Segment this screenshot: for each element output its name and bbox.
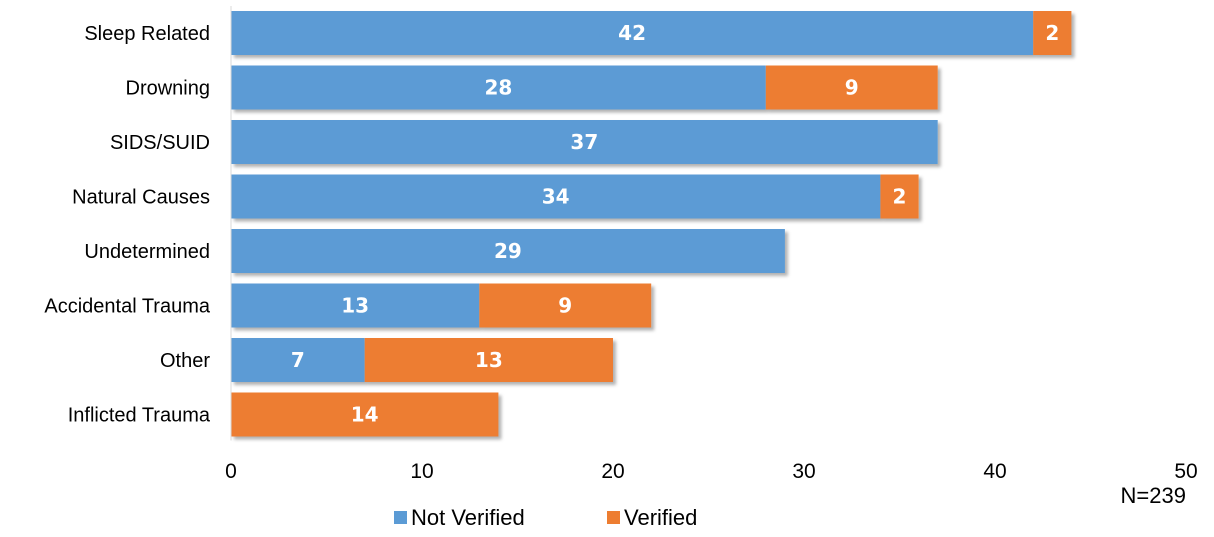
bar-row-accidental-trauma [231, 283, 652, 328]
data-label-not-verified-drowning: 28 [484, 76, 512, 100]
category-labels: Sleep Related Drowning SIDS/SUID Natural Ca… [44, 23, 211, 427]
bar-verified-sleep-related [1033, 11, 1072, 55]
data-label-not-verified-natural-causes: 34 [542, 185, 570, 209]
data-label-verified-other: 13 [475, 348, 503, 372]
bar-verified-other [364, 338, 613, 382]
category-label-other: Other [160, 350, 210, 372]
data-label-not-verified-undetermined: 29 [494, 239, 522, 263]
category-label-drowning: Drowning [126, 78, 210, 100]
bar-not-verified-sids-suid [231, 120, 938, 164]
x-tick-label: 50 [1174, 460, 1197, 483]
bar-verified-accidental-trauma [479, 283, 652, 328]
bar-not-verified-undetermined [231, 229, 785, 273]
bar-row-sleep-related [231, 11, 1072, 55]
data-label-verified-sleep-related: 2 [1045, 21, 1059, 45]
legend-swatch-verified [607, 511, 620, 524]
data-label-verified-accidental-trauma: 9 [558, 294, 572, 318]
bar-verified-natural-causes [880, 174, 919, 219]
category-label-undetermined: Undetermined [84, 241, 210, 263]
category-label-natural-causes: Natural Causes [72, 187, 210, 209]
data-label-verified-drowning: 9 [845, 76, 859, 100]
legend: Not Verified Verified [394, 505, 697, 530]
category-label-accidental-trauma: Accidental Trauma [44, 296, 211, 318]
category-label-sleep-related: Sleep Related [84, 23, 210, 45]
bar-verified-inflicted-trauma [231, 392, 499, 437]
x-tick-label: 30 [792, 460, 815, 483]
x-tick-label: 0 [225, 460, 237, 483]
legend-label-verified: Verified [624, 505, 697, 530]
data-label-verified-natural-causes: 2 [893, 185, 907, 209]
x-axis-ticks: 0 10 20 30 40 50 [225, 460, 1198, 483]
bar-not-verified-drowning [231, 65, 766, 110]
category-label-inflicted-trauma: Inflicted Trauma [68, 405, 211, 427]
data-label-verified-inflicted-trauma: 14 [351, 403, 379, 427]
bar-not-verified-natural-causes [231, 174, 881, 219]
bar-row-inflicted-trauma [231, 392, 499, 437]
bar-row-sids-suid [231, 120, 938, 164]
legend-label-not-verified: Not Verified [411, 505, 525, 530]
data-label-not-verified-sids-suid: 37 [570, 130, 598, 154]
bar-row-natural-causes [231, 174, 919, 219]
data-label-not-verified-sleep-related: 42 [618, 21, 646, 45]
bar-verified-drowning [765, 65, 938, 110]
legend-swatch-not-verified [394, 511, 407, 524]
bar-not-verified-accidental-trauma [231, 283, 480, 328]
data-label-not-verified-other: 7 [291, 348, 305, 372]
data-label-not-verified-accidental-trauma: 13 [341, 294, 369, 318]
x-tick-label: 20 [601, 460, 624, 483]
plot-area: 42 2 28 9 37 34 2 29 13 9 7 13 14 [231, 11, 1072, 437]
bar-not-verified-other [231, 338, 365, 382]
bar-not-verified-sleep-related [231, 11, 1034, 55]
x-tick-label: 10 [410, 460, 433, 483]
x-tick-label: 40 [983, 460, 1006, 483]
bar-row-drowning [231, 65, 938, 110]
bar-row-other [231, 338, 613, 382]
sample-size-note: N=239 [1121, 483, 1186, 508]
bar-row-undetermined [231, 229, 785, 273]
category-label-sids-suid: SIDS/SUID [110, 132, 210, 154]
